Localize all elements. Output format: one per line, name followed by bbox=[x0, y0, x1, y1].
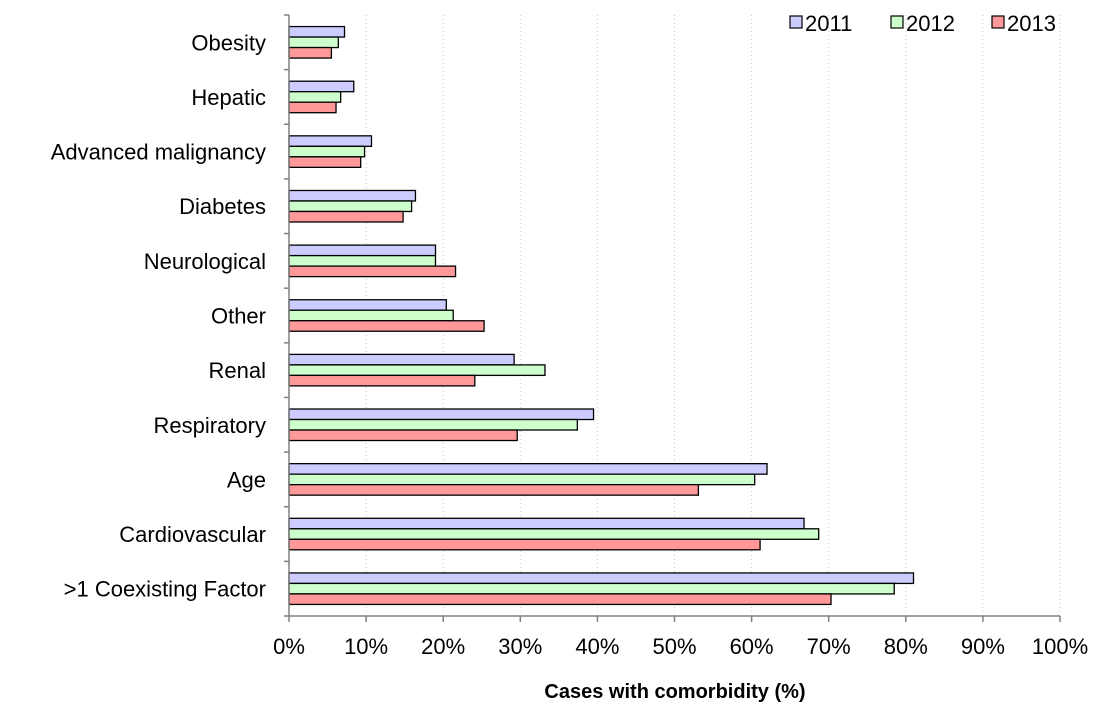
bar-2013-3 bbox=[288, 156, 362, 168]
bar-2013-6 bbox=[288, 320, 485, 332]
bar-2011-6 bbox=[288, 299, 447, 311]
bar-2012-5 bbox=[288, 254, 437, 267]
category-label: Age bbox=[227, 467, 266, 492]
legend-swatch-2011 bbox=[789, 15, 803, 29]
bar-2012-1 bbox=[288, 36, 339, 49]
legend-label-2013: 2013 bbox=[1007, 11, 1056, 36]
x-axis-title: Cases with comorbidity (%) bbox=[544, 681, 805, 703]
legend-swatch-2013 bbox=[991, 15, 1005, 29]
bar-2013-1 bbox=[288, 46, 333, 59]
bar-2012-6 bbox=[288, 309, 454, 322]
bar-2013-2 bbox=[288, 101, 337, 114]
bar-2011-8 bbox=[288, 408, 595, 421]
category-label: Hepatic bbox=[191, 85, 266, 110]
category-labels-group: Obesity Hepatic Advanced malignancy Diabete… bbox=[51, 30, 266, 601]
bar-2012-4 bbox=[288, 200, 413, 213]
x-tick-label: 20% bbox=[421, 634, 465, 659]
bar-2011-11 bbox=[288, 572, 915, 585]
bar-2011-4 bbox=[288, 189, 417, 202]
bar-2011-2 bbox=[288, 80, 355, 93]
bar-2012-7 bbox=[288, 364, 546, 377]
bar-2013-5 bbox=[288, 265, 457, 278]
category-label: Neurological bbox=[144, 249, 266, 274]
x-tick-label: 30% bbox=[498, 634, 542, 659]
x-tick-label: 40% bbox=[575, 634, 619, 659]
category-label: Other bbox=[211, 304, 266, 329]
bar-2013-8 bbox=[288, 429, 518, 442]
x-tick-label: 50% bbox=[652, 634, 696, 659]
bar-2013-9 bbox=[288, 484, 700, 496]
legend: 2011 2012 2013 bbox=[789, 11, 1056, 36]
category-label: Cardiovascular bbox=[119, 522, 266, 547]
category-label: Respiratory bbox=[154, 413, 266, 438]
bar-2013-10 bbox=[288, 538, 761, 551]
x-tick-label: 70% bbox=[807, 634, 851, 659]
bar-2011-10 bbox=[288, 517, 805, 530]
legend-swatch-2012 bbox=[890, 15, 904, 29]
bar-2011-9 bbox=[288, 463, 768, 475]
category-label: Advanced malignancy bbox=[51, 140, 266, 165]
bar-2011-1 bbox=[288, 25, 346, 38]
x-tick-label: 10% bbox=[344, 634, 388, 659]
category-label: Diabetes bbox=[179, 194, 266, 219]
bar-2011-3 bbox=[288, 135, 373, 147]
bar-2013-7 bbox=[288, 374, 476, 387]
category-label: >1 Coexisting Factor bbox=[64, 577, 266, 602]
bar-2011-5 bbox=[288, 244, 437, 257]
x-tick-label: 90% bbox=[961, 634, 1005, 659]
bar-2012-11 bbox=[288, 582, 895, 595]
x-tick-label: 100% bbox=[1032, 634, 1088, 659]
x-tick-label: 60% bbox=[730, 634, 774, 659]
bars-group bbox=[288, 25, 915, 606]
tick-labels-group: 0% 10% 20% 30% 40% 50% 60% 70% 80% 90% 100% bbox=[273, 634, 1088, 659]
legend-label-2012: 2012 bbox=[906, 11, 955, 36]
x-tick-label: 80% bbox=[884, 634, 928, 659]
axes-group bbox=[284, 14, 1061, 622]
category-label: Obesity bbox=[191, 30, 266, 55]
bar-2012-8 bbox=[288, 418, 579, 431]
legend-label-2011: 2011 bbox=[805, 11, 852, 36]
category-label: Renal bbox=[209, 358, 266, 383]
bar-2011-7 bbox=[288, 353, 515, 366]
bar-2012-9 bbox=[288, 473, 756, 486]
gridlines bbox=[365, 15, 1061, 616]
bar-2012-3 bbox=[288, 145, 366, 158]
bar-2012-2 bbox=[288, 91, 342, 103]
bar-2013-11 bbox=[288, 593, 832, 606]
x-tick-label: 0% bbox=[273, 634, 305, 659]
bar-2012-10 bbox=[288, 528, 820, 540]
bar-2013-4 bbox=[288, 210, 404, 223]
